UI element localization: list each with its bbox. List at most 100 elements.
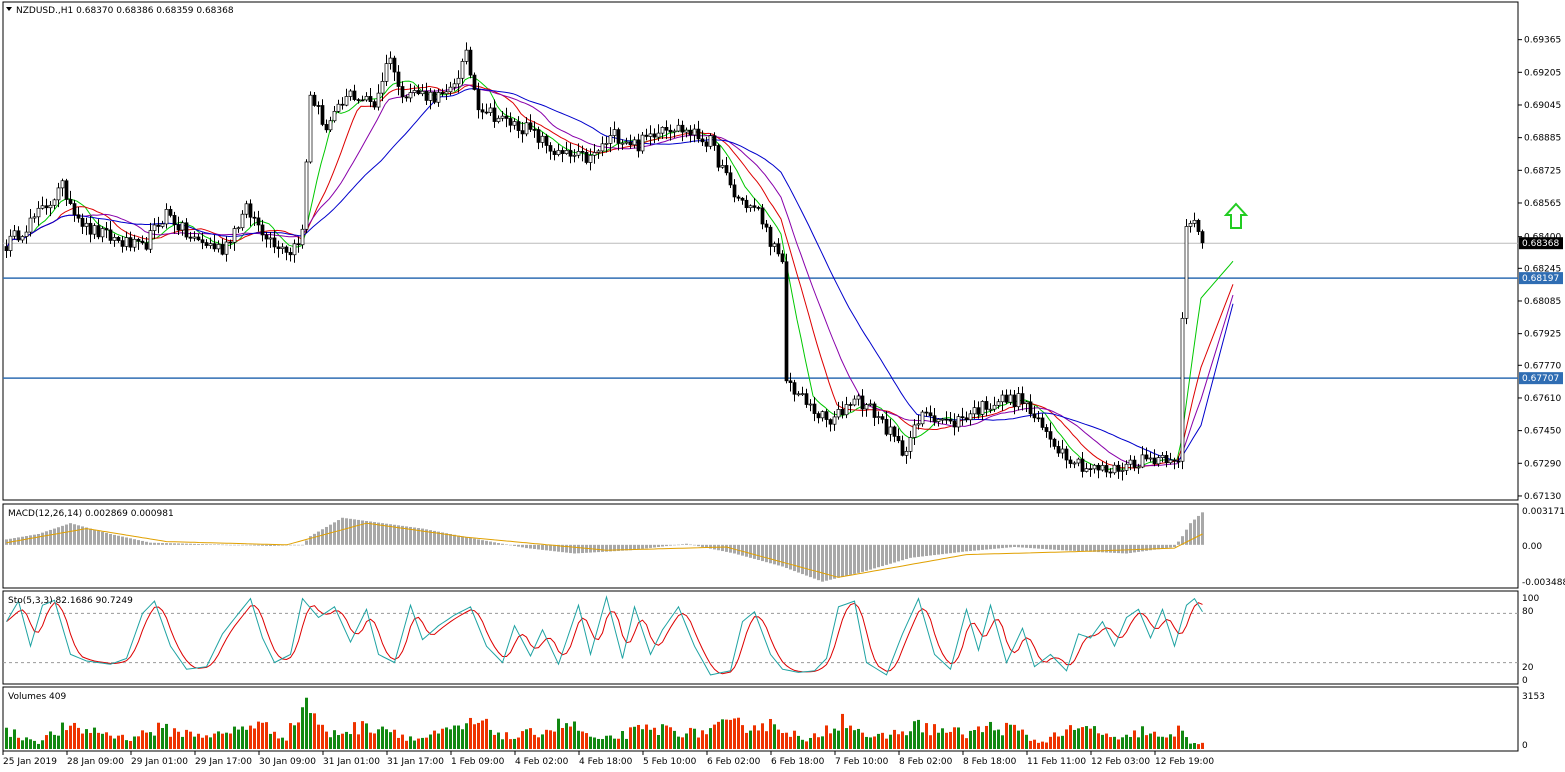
volume-bar [1101, 734, 1104, 749]
macd-bar [989, 544, 992, 550]
candle-body [284, 246, 289, 253]
macd-bar [177, 543, 180, 545]
macd-bar [873, 544, 876, 569]
macd-bar [1017, 544, 1020, 548]
candle-body [856, 395, 861, 400]
macd-bar [165, 543, 168, 545]
volume-bar [901, 731, 904, 749]
candle-body [48, 204, 53, 209]
macd-bar [437, 531, 440, 545]
candle-body [748, 205, 753, 209]
volume-bar [637, 724, 640, 749]
macd-tick-bottom: -0.003488 [1522, 578, 1565, 588]
volume-bar [1041, 741, 1044, 749]
macd-bar [953, 544, 956, 553]
volume-bar [813, 733, 816, 749]
volume-bar [629, 727, 632, 749]
candle-body [380, 80, 385, 94]
volume-bar [977, 726, 980, 749]
macd-bar [1109, 544, 1112, 553]
volume-bar [245, 729, 248, 749]
macd-bar [621, 544, 624, 551]
volume-bar [1157, 736, 1160, 749]
candle-body [596, 150, 601, 153]
macd-bar [417, 528, 420, 545]
candle-body [164, 209, 169, 225]
candle-body [1060, 448, 1065, 454]
volume-tick-zero: 0 [1522, 741, 1528, 751]
candle-body [236, 227, 241, 230]
volume-bar [77, 727, 80, 749]
candle-body [1092, 464, 1097, 470]
price-pane-frame [2, 1, 1519, 501]
symbol-header: NZDUSD.,H1 0.68370 0.68386 0.68359 0.683… [16, 6, 234, 16]
candle-body [252, 216, 257, 219]
candle-body [1076, 458, 1081, 464]
macd-bar [869, 544, 872, 570]
candle-body [116, 237, 121, 241]
macd-bar [849, 544, 852, 575]
macd-bar [481, 540, 484, 545]
candle-body [500, 115, 505, 119]
candle-body [64, 180, 69, 200]
candle-body [964, 417, 969, 421]
volume-bar [1189, 743, 1192, 749]
volume-bar [609, 735, 612, 749]
macd-bar [1077, 544, 1080, 552]
macd-bar [465, 537, 468, 545]
volume-bar [1149, 733, 1152, 749]
current-price-label: 0.68368 [1522, 239, 1559, 249]
candle-body [664, 127, 669, 131]
macd-bar [1053, 544, 1056, 550]
macd-bar [1001, 544, 1004, 549]
volume-bar [765, 731, 768, 749]
sto-tick-100: 100 [1522, 594, 1539, 604]
candle-body [816, 413, 821, 419]
candle-body [24, 231, 29, 237]
volume-bar [521, 731, 524, 749]
volume-bar [189, 731, 192, 749]
candle-body [536, 129, 541, 143]
macd-bar [1185, 529, 1188, 545]
volume-bar [897, 734, 900, 749]
volume-bar [1165, 737, 1168, 749]
volume-bar [441, 728, 444, 749]
macd-bar [357, 519, 360, 545]
macd-bar [813, 544, 816, 579]
volume-bar [305, 697, 308, 749]
candle-body [376, 92, 381, 108]
macd-bar [721, 544, 724, 552]
candle-body [352, 90, 357, 100]
macd-bar [785, 544, 788, 569]
macd-bar [905, 544, 908, 560]
macd-bar [1045, 544, 1048, 550]
macd-bar [85, 527, 88, 545]
volume-bar [453, 725, 456, 749]
candle-body [844, 404, 849, 416]
volume-bar [197, 733, 200, 749]
macd-bar [653, 544, 656, 548]
volume-bar [5, 727, 8, 749]
volume-bar [669, 727, 672, 749]
volume-bar [313, 713, 316, 749]
candle-body [840, 409, 845, 416]
volume-bar [133, 736, 136, 749]
macd-bar [333, 522, 336, 545]
macd-bar [229, 544, 232, 546]
volume-bar [869, 737, 872, 749]
candle-body [192, 236, 197, 239]
macd-bar [501, 543, 504, 545]
candle-body [676, 124, 681, 132]
volume-bar [1045, 742, 1048, 749]
volume-bar [1049, 736, 1052, 749]
macd-bar [525, 544, 528, 549]
macd-bar [749, 544, 752, 558]
candle-body [16, 230, 21, 241]
macd-bar [825, 544, 828, 581]
macd-bar [1073, 544, 1076, 551]
candle-body [980, 401, 985, 415]
candle-body [324, 124, 329, 131]
symbol-dropdown-icon[interactable] [6, 7, 12, 11]
candle-body [1032, 413, 1037, 419]
candle-body [1052, 438, 1057, 447]
